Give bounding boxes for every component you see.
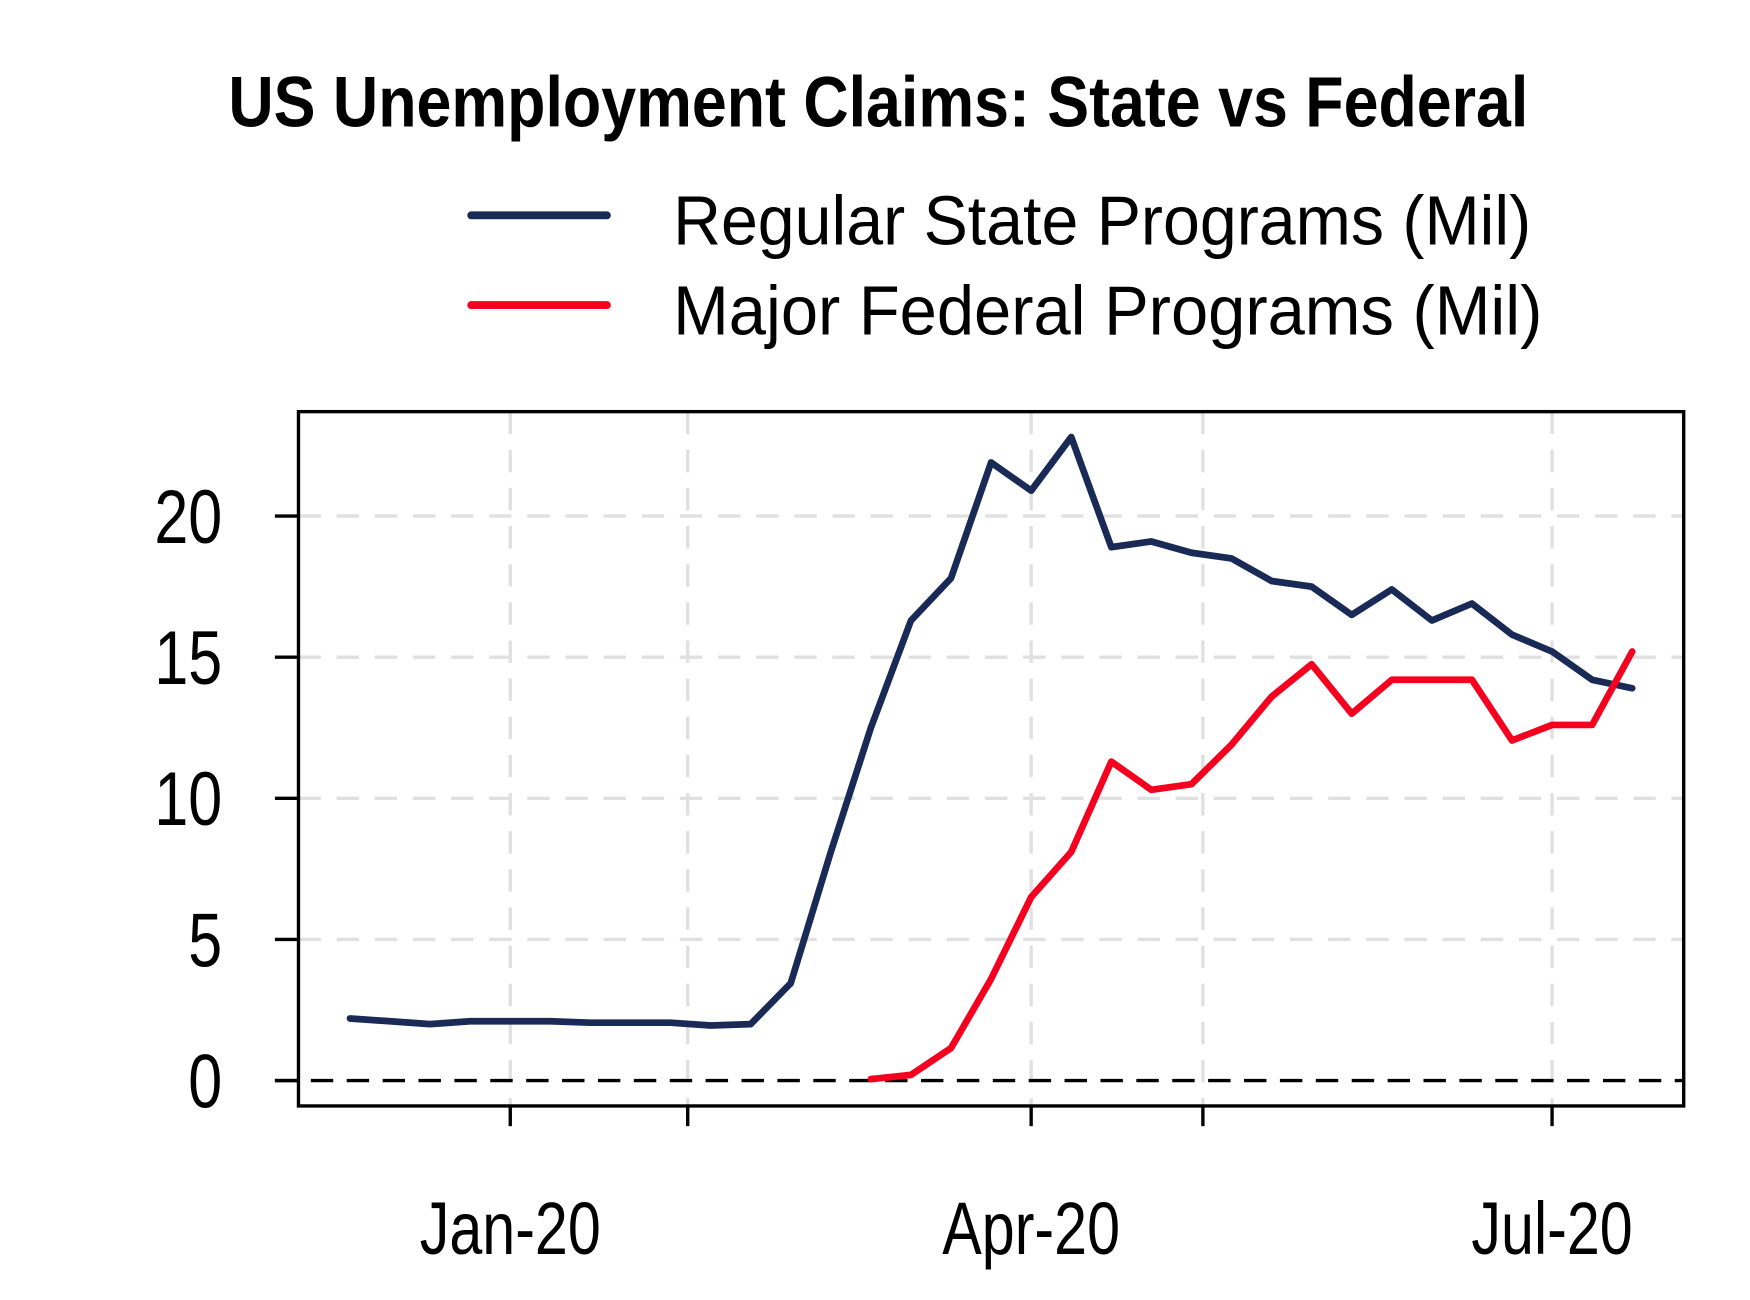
- axes: Jan-20 Apr-20 Jul-20 0 5 10 15 20: [154, 473, 1632, 1270]
- x-tick-label: Jul-20: [1471, 1188, 1632, 1271]
- grid: [274, 411, 1684, 1106]
- x-tick-label: Jan-20: [420, 1188, 601, 1271]
- y-tick-label: 5: [188, 897, 222, 983]
- legend-label-federal: Major Federal Programs (Mil): [673, 271, 1542, 349]
- legend: Regular State Programs (Mil) Major Feder…: [467, 182, 1542, 349]
- plot-frame: [296, 409, 1686, 1108]
- y-tick-label: 10: [154, 756, 222, 842]
- x-tick-label: Apr-20: [942, 1188, 1120, 1271]
- y-tick-label: 20: [154, 473, 222, 559]
- y-tick-label: 0: [188, 1038, 222, 1124]
- chart-title: US Unemployment Claims: State vs Federal: [228, 63, 1528, 143]
- series-line-federal: [867, 648, 1636, 1083]
- legend-label-state: Regular State Programs (Mil): [673, 182, 1531, 260]
- y-tick-label: 15: [154, 615, 222, 701]
- series: [346, 433, 1636, 1083]
- series-line-state: [346, 433, 1636, 1029]
